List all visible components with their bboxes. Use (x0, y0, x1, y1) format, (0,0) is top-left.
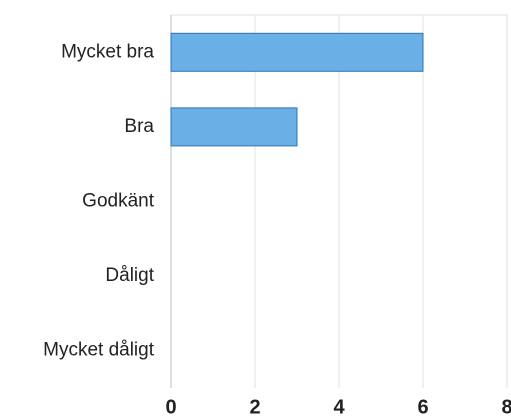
x-tick-label: 0 (165, 396, 176, 418)
x-tick-label: 4 (333, 396, 345, 418)
y-tick-label: Godkänt (82, 191, 155, 212)
x-tick-label: 6 (417, 396, 428, 418)
x-tick-label: 8 (501, 396, 511, 418)
x-tick-label: 2 (249, 396, 260, 418)
y-tick-label: Mycket dåligt (43, 340, 155, 361)
y-tick-label: Bra (124, 116, 154, 137)
y-tick-label: Mycket bra (61, 41, 154, 62)
y-tick-label: Dåligt (105, 265, 154, 286)
bar (170, 107, 298, 147)
bar (170, 32, 424, 72)
